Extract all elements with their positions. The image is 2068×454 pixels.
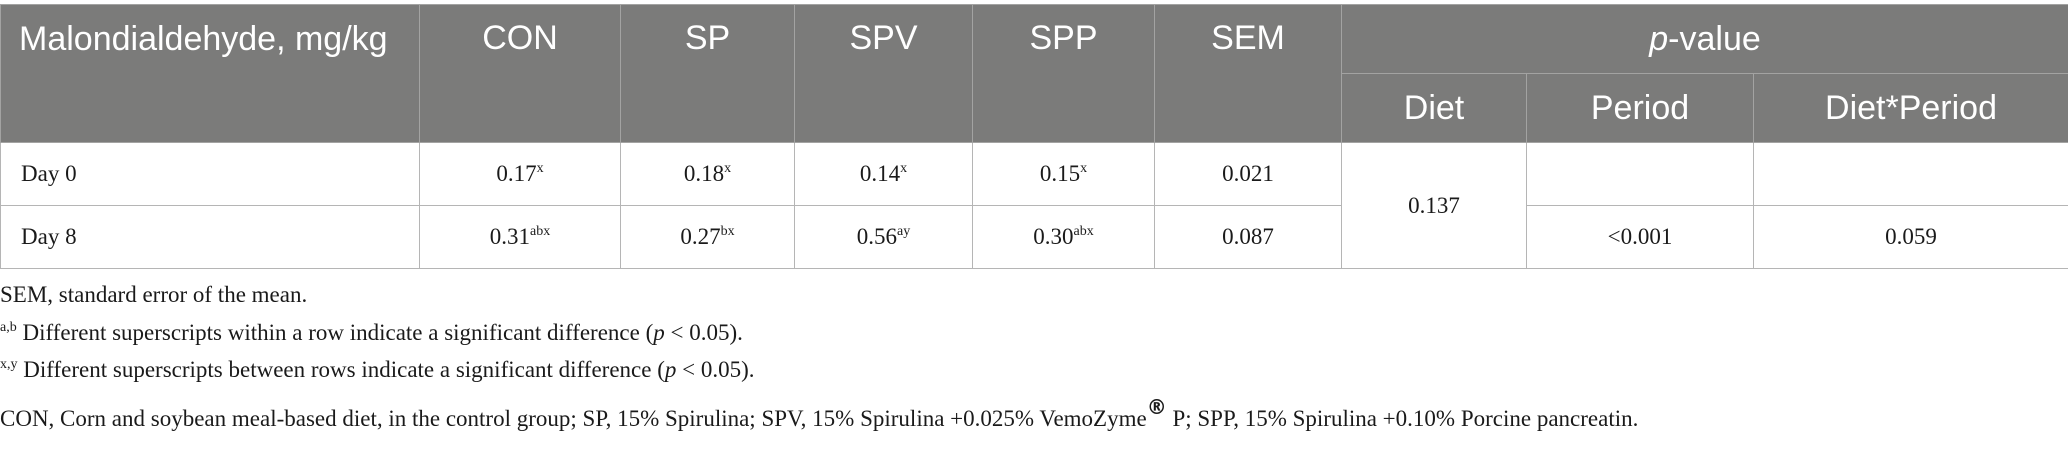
cell-text: 0.18 [683, 161, 725, 186]
footnote: x,y Different superscripts between rows … [0, 351, 1638, 389]
row-label: Day 8 [0, 205, 420, 269]
cell-text: 0.14 [859, 161, 901, 186]
footnote: CON, Corn and soybean meal-based diet, i… [0, 389, 1638, 431]
data-table: Malondialdehyde, mg/kg CON SP SPV SPP SE… [0, 4, 2068, 269]
superscript: ay [897, 224, 911, 239]
cell-text: 0.087 [1222, 224, 1274, 249]
cell-text: Day 0 [21, 161, 77, 186]
superscript: x [900, 161, 908, 176]
header-cell: SPP [972, 4, 1155, 143]
note-text: P; SPP, 15% Spirulina +0.10% Porcine pan… [1166, 405, 1639, 431]
superscript: x [536, 161, 544, 176]
footnote: a,b Different superscripts within a row … [0, 314, 1638, 352]
superscript: a,b [0, 319, 17, 335]
note-text: Different superscripts between rows indi… [17, 357, 665, 382]
footnotes: SEM, standard error of the mean. a,b Dif… [0, 276, 1638, 431]
cell: 0.14x [794, 142, 973, 206]
header-text: SP [684, 19, 731, 57]
cell-text: 0.31 [489, 224, 531, 249]
header-text: Period [1590, 88, 1690, 127]
header-cell: Diet*Period [1752, 73, 2068, 143]
cell: 0.059 [1752, 205, 2068, 269]
row-label: Day 0 [0, 142, 420, 206]
note-text: < 0.05). [676, 357, 755, 382]
superscript: x,y [0, 357, 18, 372]
header-cell: SP [620, 4, 795, 143]
header-cell: Period [1526, 73, 1754, 143]
cell-text: 0.30 [1033, 224, 1074, 249]
header-text: SEM [1211, 19, 1285, 57]
header-text: SPV [849, 19, 918, 57]
cell-text: Day 8 [21, 224, 77, 249]
header-text: CON [482, 19, 558, 57]
superscript: x [724, 161, 732, 176]
header-text: -value [1668, 19, 1761, 58]
header-cell: CON [419, 4, 621, 143]
cell-text: 0.059 [1885, 224, 1937, 249]
cell: 0.021 [1154, 142, 1342, 206]
header-cell: SEM [1154, 4, 1342, 143]
cell: 0.27bx [620, 205, 795, 269]
cell [1526, 142, 1754, 206]
cell-text: 0.15 [1039, 161, 1081, 186]
cell: <0.001 [1526, 205, 1754, 269]
superscript: abx [1073, 224, 1094, 239]
cell-text: <0.001 [1607, 224, 1673, 249]
note-text: p [653, 319, 665, 345]
header-text: Diet*Period [1825, 88, 1997, 127]
cell: 0.31abx [419, 205, 621, 269]
cell: 0.56ay [794, 205, 973, 269]
header-cell: p-value [1340, 4, 2068, 74]
note-text: SEM, standard error of the mean. [0, 282, 308, 307]
cell-text: 0.27 [680, 224, 721, 249]
cell: 0.18x [620, 142, 795, 206]
cell-text: 0.137 [1408, 192, 1460, 218]
cell [1752, 142, 2068, 206]
header-text: p [1649, 19, 1669, 58]
header-text: SPP [1029, 19, 1098, 57]
note-text: Different superscripts within a row indi… [16, 319, 654, 345]
superscript: bx [720, 224, 735, 239]
cell: 0.30abx [972, 205, 1155, 269]
cell-text: 0.17 [496, 161, 537, 186]
cell: 0.087 [1154, 205, 1342, 269]
header-label: Malondialdehyde, mg/kg [0, 4, 420, 143]
superscript: abx [530, 224, 551, 239]
header-text: Malondialdehyde, mg/kg [19, 20, 388, 58]
header-cell: Diet [1341, 73, 1527, 143]
cell: 0.17x [419, 142, 621, 206]
note-text: < 0.05). [664, 319, 743, 345]
cell-text: 0.021 [1222, 161, 1274, 186]
footnote: SEM, standard error of the mean. [0, 276, 1638, 314]
superscript: ® [1146, 394, 1167, 419]
cell: 0.15x [972, 142, 1155, 206]
superscript: x [1080, 161, 1088, 176]
cell: 0.137 [1341, 142, 1527, 269]
header-text: Diet [1403, 88, 1465, 127]
cell-text: 0.56 [856, 224, 898, 249]
header-cell: SPV [794, 4, 973, 143]
note-text: p [664, 357, 677, 382]
note-text: CON, Corn and soybean meal-based diet, i… [0, 405, 1147, 431]
